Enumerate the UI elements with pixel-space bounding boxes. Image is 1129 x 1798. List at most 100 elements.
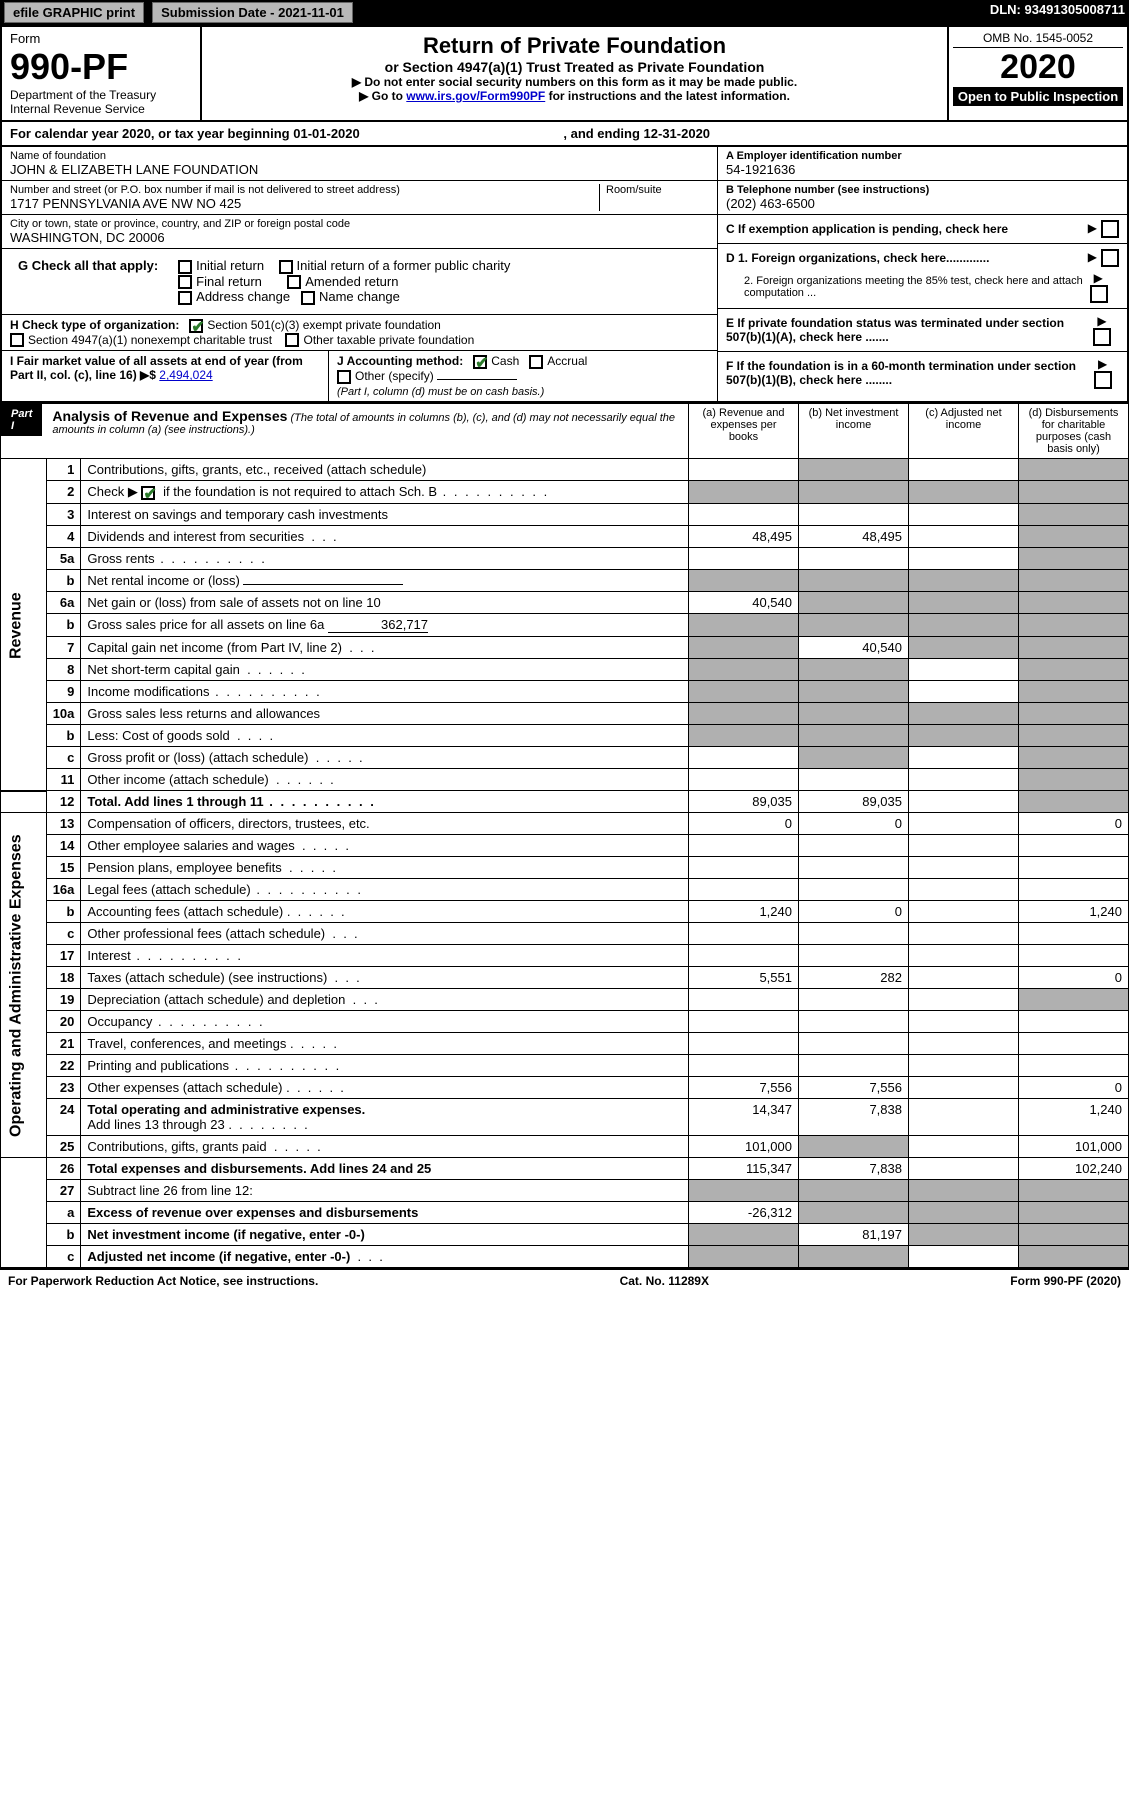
i-label: I Fair market value of all assets at end… [10, 354, 303, 382]
row-10a-text: Gross sales less returns and allowances [81, 703, 689, 725]
address-value: 1717 PENNSYLVANIA AVE NW NO 425 [10, 196, 599, 211]
ein-label: A Employer identification number [726, 150, 1119, 162]
row-10c-text: Gross profit or (loss) (attach schedule)… [81, 747, 689, 769]
analysis-table: Part I Analysis of Revenue and Expenses … [0, 403, 1129, 1268]
row-11-text: Other income (attach schedule) . . . . .… [81, 769, 689, 791]
irs-label: Internal Revenue Service [10, 102, 192, 116]
j-note: (Part I, column (d) must be on cash basi… [337, 386, 544, 398]
col-b-header: (b) Net investment income [799, 404, 909, 459]
dept-treasury: Department of the Treasury [10, 88, 192, 102]
other-method-checkbox[interactable] [337, 370, 351, 384]
foundation-name-label: Name of foundation [10, 150, 709, 162]
row-10b-text: Less: Cost of goods sold . . . . [81, 725, 689, 747]
address-label: Number and street (or P.O. box number if… [10, 184, 599, 196]
col-d-header: (d) Disbursements for charitable purpose… [1019, 404, 1129, 459]
submission-date: Submission Date - 2021-11-01 [152, 2, 353, 23]
opex-side-label: Operating and Administrative Expenses [1, 813, 47, 1158]
fmv-value-link[interactable]: 2,494,024 [159, 368, 212, 382]
other-taxable-checkbox[interactable] [285, 333, 299, 347]
part1-title: Analysis of Revenue and Expenses [52, 408, 287, 424]
cash-checkbox[interactable] [473, 355, 487, 369]
row-2-text: Check ▶ if the foundation is not require… [81, 481, 689, 504]
row-3-text: Interest on savings and temporary cash i… [81, 504, 689, 526]
part1-box: Part I [1, 404, 42, 436]
address-change-checkbox[interactable] [178, 291, 192, 305]
row-26-text: Total expenses and disbursements. Add li… [81, 1158, 689, 1180]
h-label: H Check type of organization: [10, 318, 179, 332]
amended-return-checkbox[interactable] [287, 275, 301, 289]
form-title: Return of Private Foundation [214, 33, 935, 59]
row-22-text: Printing and publications [81, 1055, 689, 1077]
row-27a-text: Excess of revenue over expenses and disb… [81, 1202, 689, 1224]
row-9-text: Income modifications [81, 681, 689, 703]
row-27b-text: Net investment income (if negative, ente… [81, 1224, 689, 1246]
efile-print-button[interactable]: efile GRAPHIC print [4, 2, 144, 23]
row-6a-text: Net gain or (loss) from sale of assets n… [81, 592, 689, 614]
row-25-text: Contributions, gifts, grants paid . . . … [81, 1136, 689, 1158]
e-label: E If private foundation status was termi… [726, 316, 1093, 344]
row-20-text: Occupancy [81, 1011, 689, 1033]
row-21-text: Travel, conferences, and meetings . . . … [81, 1033, 689, 1055]
form-header: Form 990-PF Department of the Treasury I… [0, 25, 1129, 122]
d1-label: D 1. Foreign organizations, check here..… [726, 251, 989, 265]
sch-b-checkbox[interactable] [141, 486, 155, 500]
g-label: G Check all that apply: [18, 258, 158, 273]
d2-label: 2. Foreign organizations meeting the 85%… [726, 275, 1090, 299]
row-27-text: Subtract line 26 from line 12: [81, 1180, 689, 1202]
footer-center: Cat. No. 11289X [620, 1274, 709, 1288]
city-value: WASHINGTON, DC 20006 [10, 230, 709, 245]
form-subtitle: or Section 4947(a)(1) Trust Treated as P… [214, 59, 935, 75]
phone-value: (202) 463-6500 [726, 196, 1119, 211]
c-checkbox[interactable] [1101, 220, 1119, 238]
info-grid: Name of foundation JOHN & ELIZABETH LANE… [0, 147, 1129, 403]
e-checkbox[interactable] [1093, 328, 1111, 346]
instruction-2: ▶ Go to www.irs.gov/Form990PF for instru… [214, 89, 935, 103]
open-to-public: Open to Public Inspection [953, 87, 1123, 106]
row-24-text: Total operating and administrative expen… [81, 1099, 689, 1136]
row-14-text: Other employee salaries and wages . . . … [81, 835, 689, 857]
f-checkbox[interactable] [1094, 371, 1112, 389]
d2-checkbox[interactable] [1090, 285, 1108, 303]
row-13-text: Compensation of officers, directors, tru… [81, 813, 689, 835]
row-18-text: Taxes (attach schedule) (see instruction… [81, 967, 689, 989]
form-label: Form [10, 31, 192, 46]
row-15-text: Pension plans, employee benefits . . . .… [81, 857, 689, 879]
name-change-checkbox[interactable] [301, 291, 315, 305]
initial-public-checkbox[interactable] [279, 260, 293, 274]
dln: DLN: 93491305008711 [990, 2, 1125, 23]
row-27c-text: Adjusted net income (if negative, enter … [81, 1246, 689, 1268]
row-16a-text: Legal fees (attach schedule) [81, 879, 689, 901]
row-4-text: Dividends and interest from securities .… [81, 526, 689, 548]
form990pf-link[interactable]: www.irs.gov/Form990PF [406, 89, 545, 103]
row-19-text: Depreciation (attach schedule) and deple… [81, 989, 689, 1011]
room-suite-label: Room/suite [599, 184, 709, 211]
row-7-text: Capital gain net income (from Part IV, l… [81, 637, 689, 659]
footer-right: Form 990-PF (2020) [1010, 1274, 1121, 1288]
row-6b-text: Gross sales price for all assets on line… [81, 614, 689, 637]
col-a-header: (a) Revenue and expenses per books [689, 404, 799, 459]
revenue-side-label: Revenue [1, 459, 47, 791]
page-footer: For Paperwork Reduction Act Notice, see … [0, 1268, 1129, 1292]
c-label: C If exemption application is pending, c… [726, 222, 1008, 236]
f-label: F If the foundation is in a 60-month ter… [726, 359, 1094, 387]
row-12-text: Total. Add lines 1 through 11 [81, 791, 689, 813]
j-label: J Accounting method: [337, 354, 463, 368]
row-5a-text: Gross rents [81, 548, 689, 570]
row-8-text: Net short-term capital gain . . . . . . [81, 659, 689, 681]
4947-checkbox[interactable] [10, 333, 24, 347]
calendar-year-row: For calendar year 2020, or tax year begi… [0, 122, 1129, 147]
initial-return-checkbox[interactable] [178, 260, 192, 274]
phone-label: B Telephone number (see instructions) [726, 184, 1119, 196]
form-number: 990-PF [10, 46, 192, 88]
final-return-checkbox[interactable] [178, 275, 192, 289]
501c3-checkbox[interactable] [189, 319, 203, 333]
instruction-1: ▶ Do not enter social security numbers o… [214, 75, 935, 89]
ein-value: 54-1921636 [726, 162, 1119, 177]
row-1-text: Contributions, gifts, grants, etc., rece… [81, 459, 689, 481]
d1-checkbox[interactable] [1101, 249, 1119, 267]
footer-left: For Paperwork Reduction Act Notice, see … [8, 1274, 318, 1288]
col-c-header: (c) Adjusted net income [909, 404, 1019, 459]
row-5b-text: Net rental income or (loss) [81, 570, 689, 592]
accrual-checkbox[interactable] [529, 355, 543, 369]
row-16b-text: Accounting fees (attach schedule) . . . … [81, 901, 689, 923]
